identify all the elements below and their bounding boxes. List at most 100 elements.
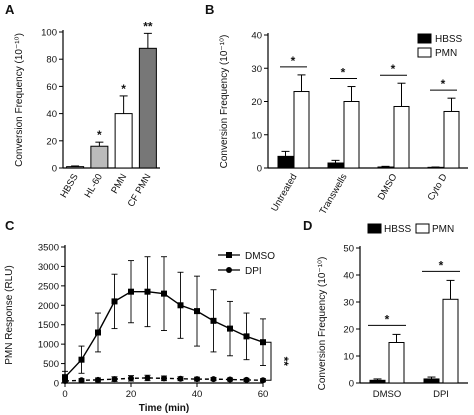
panel-a-chart: Conversion Frequency (10⁻¹⁰) 0 20 40 60 80 100… — [14, 19, 160, 209]
panel-b-bar-pmn — [293, 91, 310, 169]
panel-c-ytick-label: 1500 — [38, 320, 59, 331]
panel-c-point-dpi — [62, 378, 68, 385]
panel-c-point-dmso — [227, 325, 233, 332]
panel-c-point-dmso — [177, 302, 184, 309]
panel-a-x-tick-label: HBSS — [58, 172, 80, 200]
panel-c-point-dpi — [227, 376, 233, 383]
panel-b-ytick-label: 40 — [251, 31, 262, 42]
panel-d-ytick-label: 50 — [343, 244, 354, 255]
panel-a-bar — [138, 47, 157, 169]
panel-c-legend-marker-dpi — [226, 267, 232, 273]
panel-b-bar-hbss — [277, 155, 294, 169]
panel-d-bar-hbss — [423, 378, 440, 384]
panel-c-point-dpi — [111, 376, 118, 383]
panel-a-bar — [90, 145, 109, 169]
panel-c-xtick-label: 0 — [62, 389, 67, 400]
panel-b-ytick-label: 10 — [251, 130, 262, 141]
panel-c-point-dpi — [243, 376, 250, 383]
panel-c-x-label: Time (min) — [139, 403, 189, 414]
panel-c-point-dmso — [78, 356, 85, 363]
panel-a-ytick-label: 40 — [46, 109, 57, 120]
panel-c-point-dmso — [243, 333, 250, 340]
panel-b-significance-marker: * — [341, 66, 346, 80]
panel-b-y-label: Conversion Frequency (10⁻¹⁰) — [219, 35, 230, 169]
panel-b-bar-pmn — [443, 110, 460, 169]
panel-b-letter: B — [205, 2, 214, 17]
panel-d-legend-label-hbss: HBSS — [384, 224, 412, 235]
panel-c-significance-bracket — [266, 341, 272, 381]
panel-b-significance-marker: * — [291, 54, 296, 68]
panel-d-ytick-label: 30 — [343, 298, 354, 309]
panel-b-chart: Conversion Frequency (10⁻¹⁰) 0 10 20 30 40 * Un… — [219, 31, 468, 217]
panel-c-ytick-label: 3500 — [38, 243, 59, 254]
panel-c-y-label: PMN Response (RLU) — [4, 265, 15, 364]
panel-c-point-dpi — [260, 377, 266, 384]
panel-c-point-dpi — [128, 375, 134, 382]
panel-d-bar-hbss — [369, 379, 386, 384]
panel-b-ytick-label: 20 — [251, 97, 262, 108]
panel-d-x-tick-label: DMSO — [373, 389, 402, 400]
panel-c-point-dmso — [144, 288, 151, 295]
panel-c-point-dmso — [210, 317, 217, 324]
panel-d-legend-swatch-hbss — [367, 223, 382, 234]
panel-a-letter: A — [5, 2, 15, 17]
panel-c-point-dpi — [194, 376, 200, 383]
panel-c-point-dmso — [194, 308, 200, 315]
panel-a-significance-marker: * — [121, 82, 126, 96]
panel-b-bar-hbss — [377, 166, 394, 169]
panel-a-x-tick-label: HL-60 — [83, 172, 105, 200]
panel-d-ytick-label: 10 — [343, 352, 354, 363]
panel-c-point-dmso — [161, 290, 167, 297]
panel-b-x-tick-label: Cyto D — [426, 172, 450, 203]
panel-a-ytick-label: 20 — [46, 136, 57, 147]
panel-c-xtick-label: 40 — [192, 389, 203, 400]
panel-c-significance-marker: ** — [277, 357, 291, 367]
panel-a-y-label: Conversion Frequency (10⁻¹⁰) — [14, 33, 25, 167]
panel-b-bar-hbss — [327, 162, 344, 169]
panel-a-ytick-label: 80 — [46, 55, 57, 66]
panel-c-legend-label-dpi: DPI — [245, 266, 262, 277]
panel-c-point-dmso — [111, 298, 118, 305]
panel-b-legend-swatch-hbss — [417, 33, 432, 44]
panel-a-bar — [114, 113, 133, 169]
panel-a-bar — [66, 166, 85, 169]
panel-d-bar-pmn — [388, 342, 405, 384]
panel-b-ytick-label: 30 — [251, 64, 262, 75]
panel-c-ytick-label: 0 — [54, 379, 59, 390]
panel-c-ytick-label: 500 — [43, 359, 59, 370]
panel-c-point-dmso — [260, 339, 266, 346]
panel-c-ytick-label: 2500 — [38, 281, 59, 292]
panel-d-x-tick-label: DPI — [433, 389, 449, 400]
panel-a-ytick-label: 100 — [41, 28, 57, 39]
panel-c-point-dpi — [144, 374, 151, 381]
panel-c-xtick-label: 60 — [258, 389, 269, 400]
panel-b-legend-swatch-pmn — [417, 47, 432, 58]
panel-d-letter: D — [303, 218, 312, 233]
panel-b-legend-label-pmn: PMN — [435, 48, 457, 59]
panel-c-point-dmso — [62, 374, 68, 381]
panel-d-ytick-label: 20 — [343, 325, 354, 336]
panel-b-x-tick-label: Untreated — [269, 172, 299, 214]
panel-a-ytick-label: 0 — [52, 164, 57, 175]
panel-d-legend-swatch-pmn — [415, 223, 430, 234]
panel-a-x-tick-label: CF PMN — [126, 172, 154, 209]
panel-c-ytick-label: 2000 — [38, 301, 59, 312]
panel-b-ytick-label: 0 — [257, 164, 262, 175]
panel-a-ytick-label: 60 — [46, 82, 57, 93]
panel-d-y-label: Conversion Frequency (10⁻¹⁰) — [317, 257, 328, 391]
panel-d-bar-pmn — [442, 298, 459, 384]
panel-a-significance-marker: * — [97, 128, 102, 142]
panel-d-significance-marker: * — [385, 312, 390, 326]
panel-c-point-dpi — [177, 375, 184, 382]
panel-d-significance-marker: * — [439, 258, 444, 272]
panel-c-chart: PMN Response (RLU) 0 500 1000 1500 2000 2500 30… — [4, 243, 291, 415]
panel-d-ytick-label: 40 — [343, 271, 354, 282]
panel-c-point-dmso — [95, 329, 101, 336]
panel-b-significance-marker: * — [441, 77, 446, 91]
panel-c-point-dpi — [78, 377, 85, 384]
panel-a-significance-marker: ** — [143, 19, 153, 33]
panel-c-xtick-label: 20 — [126, 389, 137, 400]
panel-b-significance-marker: * — [391, 62, 396, 76]
panel-c-point-dpi — [161, 375, 167, 382]
